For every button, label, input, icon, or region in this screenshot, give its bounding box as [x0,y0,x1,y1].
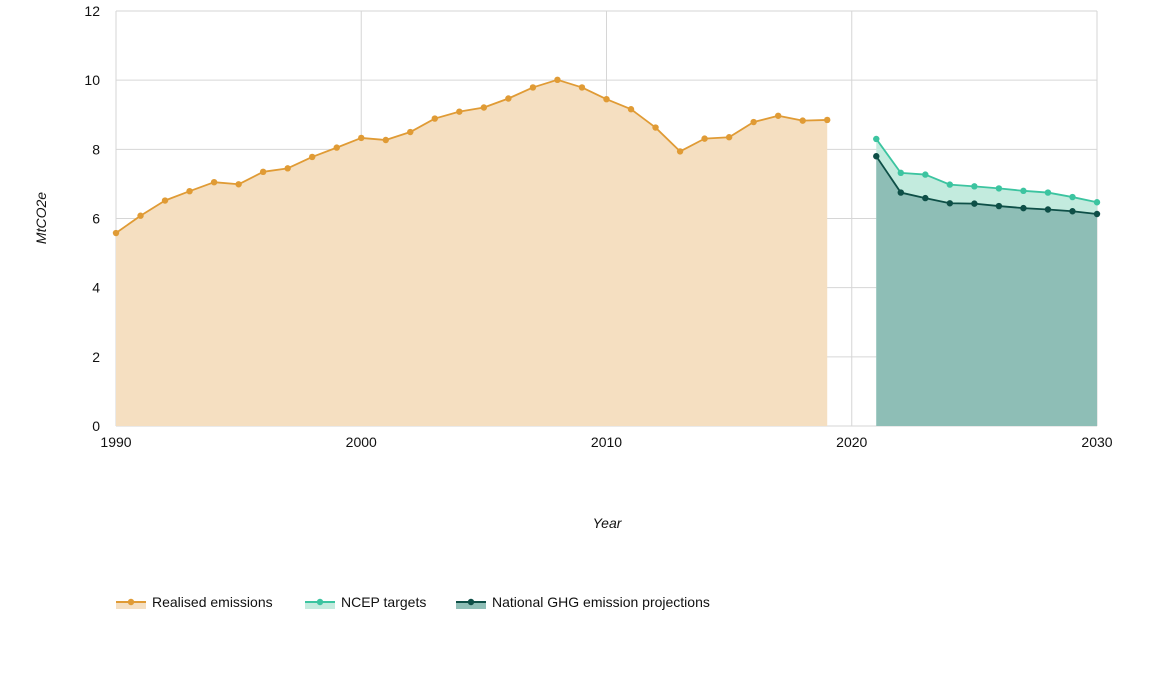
data-point [431,115,439,122]
series-line-1 [875,138,1098,204]
legend-swatch-fill [116,602,146,609]
data-point [922,171,929,178]
data-point [358,134,365,142]
data-point [971,183,978,190]
data-point [235,181,242,188]
legend-label: National GHG emission projections [492,594,710,610]
legend-swatch-marker [127,598,135,606]
data-point [210,178,218,186]
series-area-0 [116,79,828,426]
legend-item-2: National GHG emission projections [456,594,710,610]
x-tick-label: 2010 [591,434,622,450]
legend-swatch-fill [456,602,486,609]
x-tick-label: 2000 [346,434,377,450]
data-point [750,118,757,126]
data-point [1020,187,1027,195]
data-point [259,168,267,176]
data-point [701,135,708,142]
legend-item-0: Realised emissions [116,594,273,610]
data-point [505,95,512,102]
data-point [799,117,806,124]
legend-label: NCEP targets [341,594,426,610]
y-tick-label: 10 [84,72,100,88]
data-point [995,202,1003,210]
data-point [309,153,316,161]
data-point [456,108,463,115]
data-point [873,135,880,143]
data-point [186,187,193,195]
data-point [603,95,610,103]
data-point [1044,189,1052,196]
data-point [161,197,169,204]
data-point [382,136,389,144]
data-point [578,84,586,91]
data-point [897,189,904,196]
data-point [946,181,954,188]
data-point [873,153,880,160]
data-point [284,165,291,172]
data-point [1044,206,1052,213]
data-point [676,148,684,155]
data-point [112,229,120,237]
y-tick-label: 8 [92,141,100,157]
legend-swatch-marker [467,598,475,606]
legend-swatch-marker [316,598,324,606]
series-area-2 [876,156,1097,426]
area-fills [116,79,1097,427]
data-point [652,124,659,131]
data-point [1093,210,1101,218]
series-line-0 [115,78,828,234]
data-point [725,134,733,141]
x-axis-title: Year [593,515,623,531]
y-tick-label: 4 [92,280,100,296]
data-point [1093,199,1101,206]
data-point [971,200,978,207]
series-lines [115,78,1098,234]
legend-swatch-fill [305,602,335,609]
y-tick-label: 2 [92,349,100,365]
data-point [407,128,414,136]
data-point [529,84,537,91]
data-point [137,212,144,219]
data-point [946,200,954,207]
data-point [1069,193,1076,201]
data-point [1069,208,1076,215]
data-point [922,194,929,202]
data-point [774,112,782,119]
data-point [824,116,831,124]
data-point [897,169,904,177]
data-point [333,144,340,151]
data-points [112,76,1101,237]
legend-label: Realised emissions [152,594,273,610]
x-tick-label: 1990 [100,434,131,450]
x-tick-label: 2030 [1081,434,1112,450]
y-axis-title: MtCO2e [33,192,49,244]
legend: Realised emissions NCEP targets National G… [116,594,710,610]
data-point [554,76,561,84]
legend-item-1: NCEP targets [305,594,426,610]
y-tick-label: 12 [84,3,100,19]
data-point [995,185,1003,192]
data-point [627,106,635,113]
tick-labels: 0 2 4 6 8 10 12 1990 2000 2010 2020 2030 [84,3,1112,450]
y-tick-label: 0 [92,418,100,434]
y-tick-label: 6 [92,211,100,227]
data-point [1020,204,1027,212]
data-point [480,104,488,111]
x-tick-label: 2020 [836,434,867,450]
series-line-2 [875,155,1098,215]
